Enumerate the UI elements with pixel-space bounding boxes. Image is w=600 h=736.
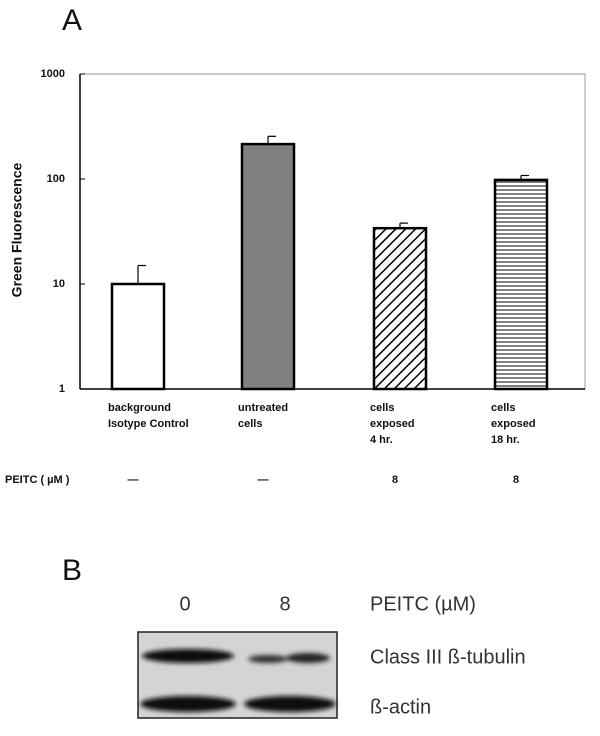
x-tick-label: untreated xyxy=(238,402,288,414)
blot-bands xyxy=(140,649,336,712)
x-tick-label: cells xyxy=(238,418,262,430)
y-tick-label: 1000 xyxy=(41,68,65,80)
bar xyxy=(493,178,549,391)
y-tick-label: 1 xyxy=(59,383,65,395)
blot-row-label: ß-actin xyxy=(370,696,431,718)
treatment-value: — xyxy=(258,474,269,486)
x-tick-label: exposed xyxy=(370,418,415,430)
treatment-value: — xyxy=(128,474,139,486)
x-tick-label: exposed xyxy=(491,418,536,430)
y-axis-label: Green Fluorescence xyxy=(9,162,25,297)
panel-label: A xyxy=(62,4,82,37)
treatment-value: 8 xyxy=(513,474,519,486)
panel-label: B xyxy=(62,554,82,587)
blot-row-label: Class III ß-tubulin xyxy=(370,646,526,668)
y-tick-label: 100 xyxy=(47,173,65,185)
lane-label: 8 xyxy=(279,593,290,615)
bar xyxy=(372,226,428,391)
lane-label: 0 xyxy=(179,593,190,615)
x-tick-label: cells xyxy=(370,402,394,414)
x-tick-label: background xyxy=(108,402,171,414)
treatment-label: PEITC ( µM ) xyxy=(5,474,70,486)
x-tick-label: cells xyxy=(491,402,515,414)
bar xyxy=(110,282,166,391)
treatment-value: 8 xyxy=(392,474,398,486)
x-tick-label: Isotype Control xyxy=(108,418,189,430)
x-tick-label: 18 hr. xyxy=(491,434,520,446)
bar xyxy=(240,142,296,391)
x-tick-label: 4 hr. xyxy=(370,434,393,446)
blot-header: PEITC (µM) xyxy=(370,593,476,615)
y-tick-label: 10 xyxy=(53,278,65,290)
